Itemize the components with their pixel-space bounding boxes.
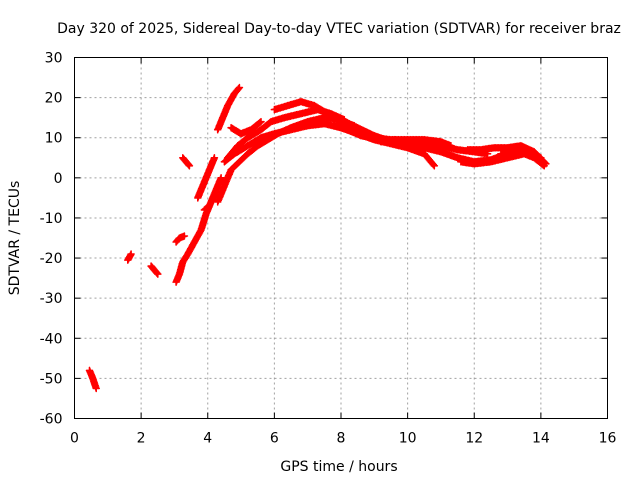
y-tick-label: 10 (45, 131, 63, 147)
y-axis-label: SDTVAR / TECUs (7, 181, 23, 296)
series-track-19 (497, 146, 545, 164)
x-tick-label: 4 (203, 431, 212, 447)
x-tick-label: 16 (599, 431, 617, 447)
y-tick-label: -20 (40, 251, 63, 267)
y-tick-label: 20 (45, 91, 63, 107)
x-axis-label: GPS time / hours (280, 459, 397, 475)
series-track-1 (85, 366, 100, 393)
y-tick-label: -60 (40, 412, 63, 428)
x-tick-label: 2 (137, 431, 146, 447)
series-track-13 (227, 117, 265, 138)
data-series (85, 83, 550, 393)
series-track-3 (147, 262, 162, 278)
y-tick-label: 30 (45, 51, 63, 67)
series-track-6 (179, 154, 194, 170)
x-tick-label: 12 (465, 431, 483, 447)
x-tick-label: 0 (70, 431, 79, 447)
x-tick-label: 14 (532, 431, 550, 447)
x-tick-label: 8 (337, 431, 346, 447)
y-tick-label: -40 (40, 331, 63, 347)
series-track-2 (124, 250, 135, 264)
y-tick-labels: 30 20 10 0 -10 -20 -30 -40 -50 -60 (40, 51, 63, 428)
chart-title: Day 320 of 2025, Sidereal Day-to-day VTE… (57, 21, 621, 37)
series-track-5 (172, 232, 189, 246)
y-tick-label: -30 (40, 291, 63, 307)
series-track-14 (270, 97, 359, 130)
y-tick-label: -50 (40, 371, 63, 387)
series-track-7 (194, 154, 219, 202)
grid-lines (74, 57, 608, 419)
x-tick-label: 10 (399, 431, 417, 447)
x-tick-label: 6 (270, 431, 279, 447)
y-tick-label: -10 (40, 211, 63, 227)
series-track-8 (200, 202, 214, 214)
x-tick-labels: 0 2 4 6 8 10 12 14 16 (70, 431, 616, 447)
series-track-9 (213, 83, 244, 134)
y-tick-label: 0 (54, 171, 63, 187)
axis-ticks (74, 57, 608, 419)
